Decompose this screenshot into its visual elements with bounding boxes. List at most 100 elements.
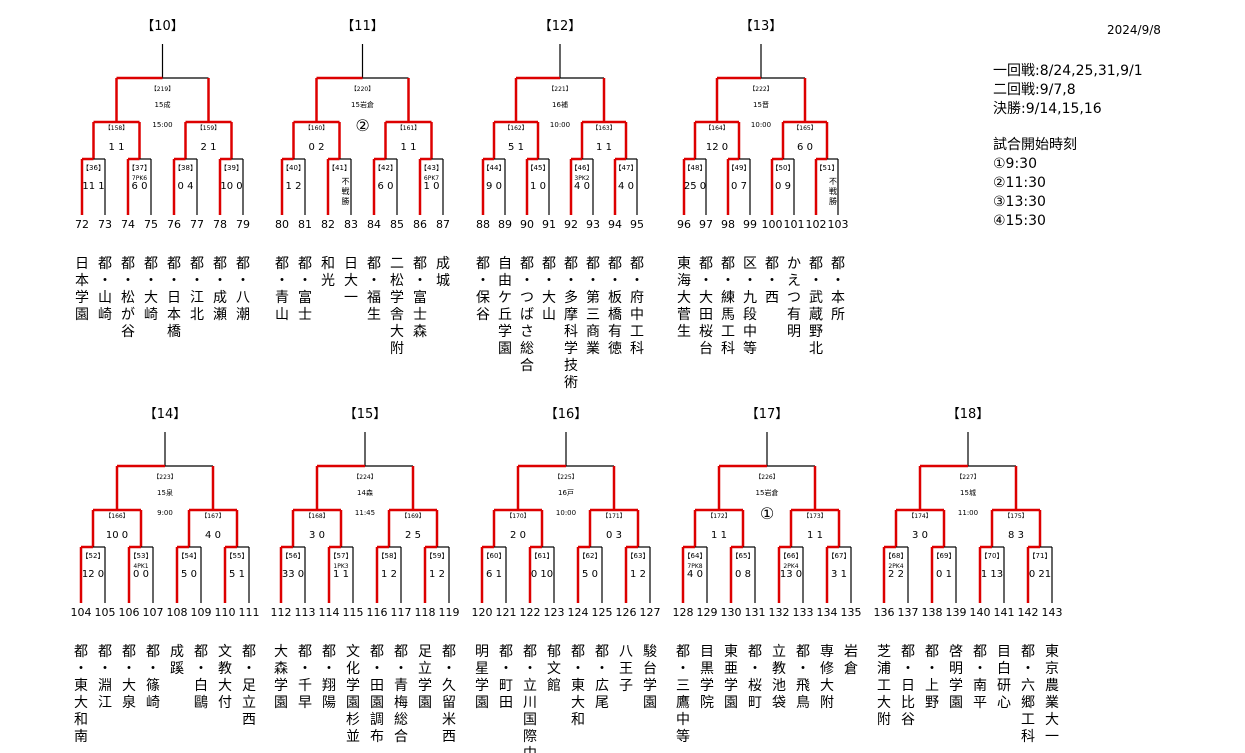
team-name-char: ・ xyxy=(122,661,136,677)
team-name-char: 並 xyxy=(346,729,360,745)
semi-match-number: 【174】 xyxy=(908,513,931,520)
pk-note: 7PK8 xyxy=(687,563,702,570)
team-number: 74 xyxy=(121,218,135,231)
team-name-char: 商 xyxy=(586,324,600,340)
team-number: 133 xyxy=(793,606,814,619)
team-name-char: 亜 xyxy=(724,661,738,677)
team-number: 139 xyxy=(946,606,967,619)
team-name-char: ・ xyxy=(98,273,112,289)
first-match-number: 【37】 xyxy=(128,164,151,172)
team-number: 135 xyxy=(841,606,862,619)
first-score: 1 13 xyxy=(981,569,1003,580)
team-name-char: 町 xyxy=(499,678,513,694)
team-name-char: 都 xyxy=(520,256,534,272)
first-score: 5 0 xyxy=(582,569,598,580)
team-name-char: ・ xyxy=(523,661,537,677)
team-number: 84 xyxy=(367,218,381,231)
team-name-char: ・ xyxy=(298,661,312,677)
team-name-char: 大 xyxy=(1045,712,1059,728)
block-title: 【15】 xyxy=(344,407,387,422)
team-name-char: 黒 xyxy=(700,661,714,677)
team-name: 都・青山 xyxy=(275,256,289,323)
team-name-char: 士 xyxy=(413,307,427,323)
team-name-char: つ xyxy=(520,290,534,306)
team-name-char: ・ xyxy=(809,273,823,289)
team-name: 都・福生 xyxy=(367,256,381,323)
team-name-char: 科 xyxy=(1021,729,1035,745)
team-name-char: 台 xyxy=(643,661,657,677)
team-name-char: ・ xyxy=(370,661,384,677)
team-name: 都・八潮 xyxy=(236,256,250,323)
team-name-char: 附 xyxy=(877,712,891,728)
team-name-char: ・ xyxy=(194,661,208,677)
first-score: 3 1 xyxy=(831,569,847,580)
first-match-number: 【55】 xyxy=(226,552,249,560)
team-name-char: 学 xyxy=(643,678,657,694)
semi-score: 2 5 xyxy=(405,530,421,541)
team-number: 108 xyxy=(167,606,188,619)
final-time: 11:00 xyxy=(958,509,978,517)
team-name-char: 台 xyxy=(699,341,713,357)
block-title: 【12】 xyxy=(539,19,582,34)
first-score: 0 21 xyxy=(1029,569,1051,580)
team-name-char: 山 xyxy=(542,307,556,323)
team-name-char: 上 xyxy=(925,678,939,694)
team-name-char: 都 xyxy=(901,644,915,660)
team-name-char: 駿 xyxy=(643,644,657,660)
team-name-char: 院 xyxy=(700,695,714,711)
team-number: 127 xyxy=(640,606,661,619)
round-date-3: 決勝:9/14,15,16 xyxy=(993,101,1102,117)
team-name-char: 東 xyxy=(677,256,691,272)
team-name-char: 不 xyxy=(342,177,350,186)
semi-score: 10 0 xyxy=(106,530,128,541)
pk-note: 1PK3 xyxy=(333,563,348,570)
first-score: 6 1 xyxy=(486,569,502,580)
team-name-char: 立 xyxy=(772,644,786,660)
team-name-char: 崎 xyxy=(98,307,112,323)
team-name-char: 都 xyxy=(98,256,112,272)
final-venue: 15岩倉 xyxy=(756,488,779,497)
team-name-char: 生 xyxy=(677,324,691,340)
team-number: 136 xyxy=(874,606,895,619)
team-name-char: 付 xyxy=(218,695,232,711)
team-name-char: 岩 xyxy=(844,644,858,660)
first-score: 4 0 xyxy=(618,181,634,192)
team-name-char: ・ xyxy=(564,273,578,289)
first-match-number: 【48】 xyxy=(684,164,707,172)
team-name-char: 橋 xyxy=(608,307,622,323)
first-match-number: 【61】 xyxy=(531,552,554,560)
first-match-number: 【41】 xyxy=(328,164,351,172)
team-number: 129 xyxy=(697,606,718,619)
team-name-char: 白 xyxy=(194,678,208,694)
team-name-char: 文 xyxy=(218,644,232,660)
team-name-char: ・ xyxy=(98,661,112,677)
team-number: 122 xyxy=(520,606,541,619)
semi-score: 1 1 xyxy=(596,142,612,153)
semi-match-number: 【163】 xyxy=(592,125,615,132)
semi-match-number: 【165】 xyxy=(793,125,816,132)
team-name-char: 桜 xyxy=(748,678,762,694)
team-name-char: 久 xyxy=(442,678,456,694)
team-name-char: 府 xyxy=(630,290,644,306)
team-name-char: 芝 xyxy=(877,644,891,660)
team-name-char: 板 xyxy=(608,290,622,306)
team-name-char: 都 xyxy=(367,256,381,272)
semi-score: 5 1 xyxy=(508,142,524,153)
team-name-char: 立 xyxy=(418,661,432,677)
team-name-char: ・ xyxy=(367,273,381,289)
team-number: 124 xyxy=(568,606,589,619)
team-name-char: ・ xyxy=(121,273,135,289)
team-name-char: 附 xyxy=(820,695,834,711)
team-name-char: 都 xyxy=(122,644,136,660)
team-name-char: 学 xyxy=(390,290,404,306)
team-name-char: 江 xyxy=(98,695,112,711)
schedule-panel: 一回戦:8/24,25,31,9/1 二回戦:9/7,8 決勝:9/14,15,… xyxy=(993,62,1143,231)
first-match-number: 【47】 xyxy=(615,164,638,172)
first-score: 4 0 xyxy=(574,181,590,192)
first-match-number: 【46】 xyxy=(571,164,594,172)
